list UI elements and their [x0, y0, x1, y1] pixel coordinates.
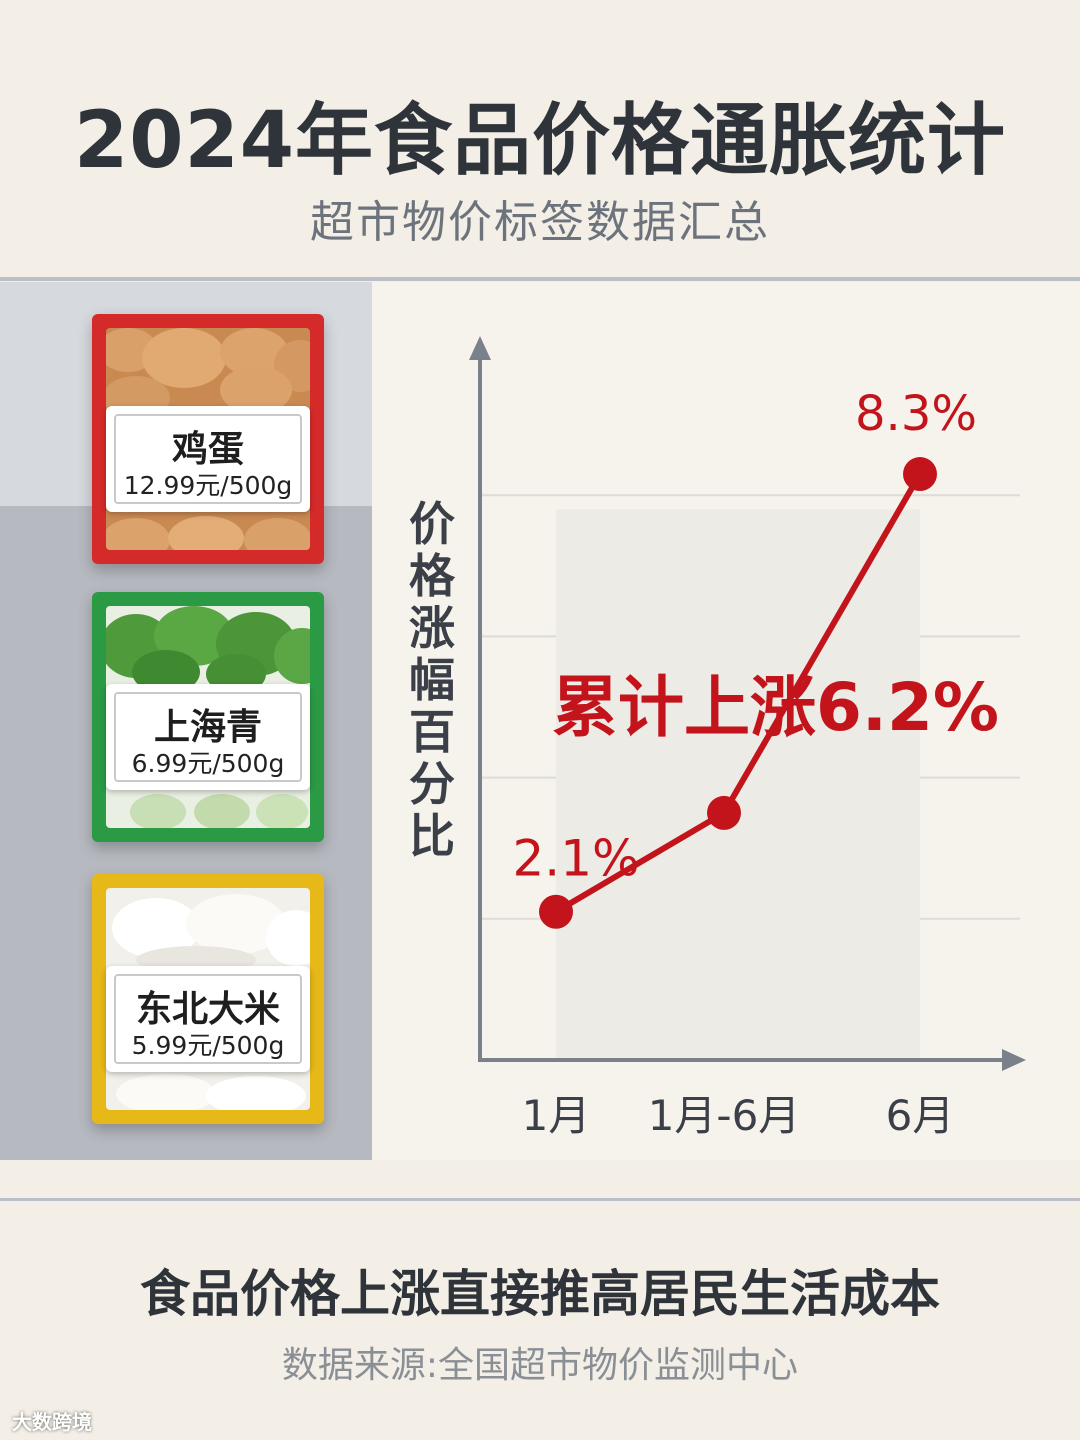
cumulative-annotation: 累计上涨6.2% [552, 669, 999, 746]
bottom-divider [0, 1198, 1080, 1201]
y-axis-arrow [469, 336, 491, 360]
data-point [903, 457, 937, 492]
bokchoy-price-tag: 上海青 6.99元/500g [106, 684, 310, 790]
data-source: 数据来源:全国超市物价监测中心 [281, 1345, 799, 1386]
data-point [707, 795, 741, 830]
egg-price-tag: 鸡蛋 12.99元/500g [106, 406, 310, 512]
egg-image [106, 328, 310, 550]
top-divider [0, 277, 1080, 281]
watermark-logo: 大数跨境 [12, 1410, 92, 1434]
x-tick-label: 1月-6月 [648, 1091, 801, 1140]
data-label: 2.1% [512, 830, 639, 888]
footer-headline: 食品价格上涨直接推高居民生活成本 [140, 1265, 940, 1323]
x-axis-arrow [1002, 1049, 1026, 1071]
x-tick-label: 1月 [522, 1091, 591, 1140]
product-name: 东北大米 [135, 989, 280, 1030]
x-tick-label: 6月 [886, 1091, 955, 1140]
bokchoy-package: 上海青 6.99元/500g [92, 592, 324, 842]
product-name: 鸡蛋 [171, 429, 244, 470]
page-title: 2024年食品价格通胀统计 [73, 96, 1007, 186]
product-price: 5.99元/500g [131, 1031, 285, 1060]
rice-package: 东北大米 5.99元/500g [92, 874, 324, 1124]
rice-price-tag: 东北大米 5.99元/500g [106, 966, 310, 1072]
y-axis-label: 价格涨幅百分比 [409, 497, 456, 863]
product-price: 12.99元/500g [123, 471, 293, 500]
data-point [539, 894, 573, 929]
data-label: 8.3% [855, 386, 977, 442]
product-name: 上海青 [153, 707, 262, 748]
product-price: 6.99元/500g [131, 749, 285, 778]
egg-package: 鸡蛋 12.99元/500g [92, 314, 324, 564]
inflation-line-chart: 价格涨幅百分比 2.1% 1月 1月-6月 8.3% 6月 累计上涨6.2% [409, 336, 1026, 1140]
page-subtitle: 超市物价标签数据汇总 [310, 197, 770, 248]
